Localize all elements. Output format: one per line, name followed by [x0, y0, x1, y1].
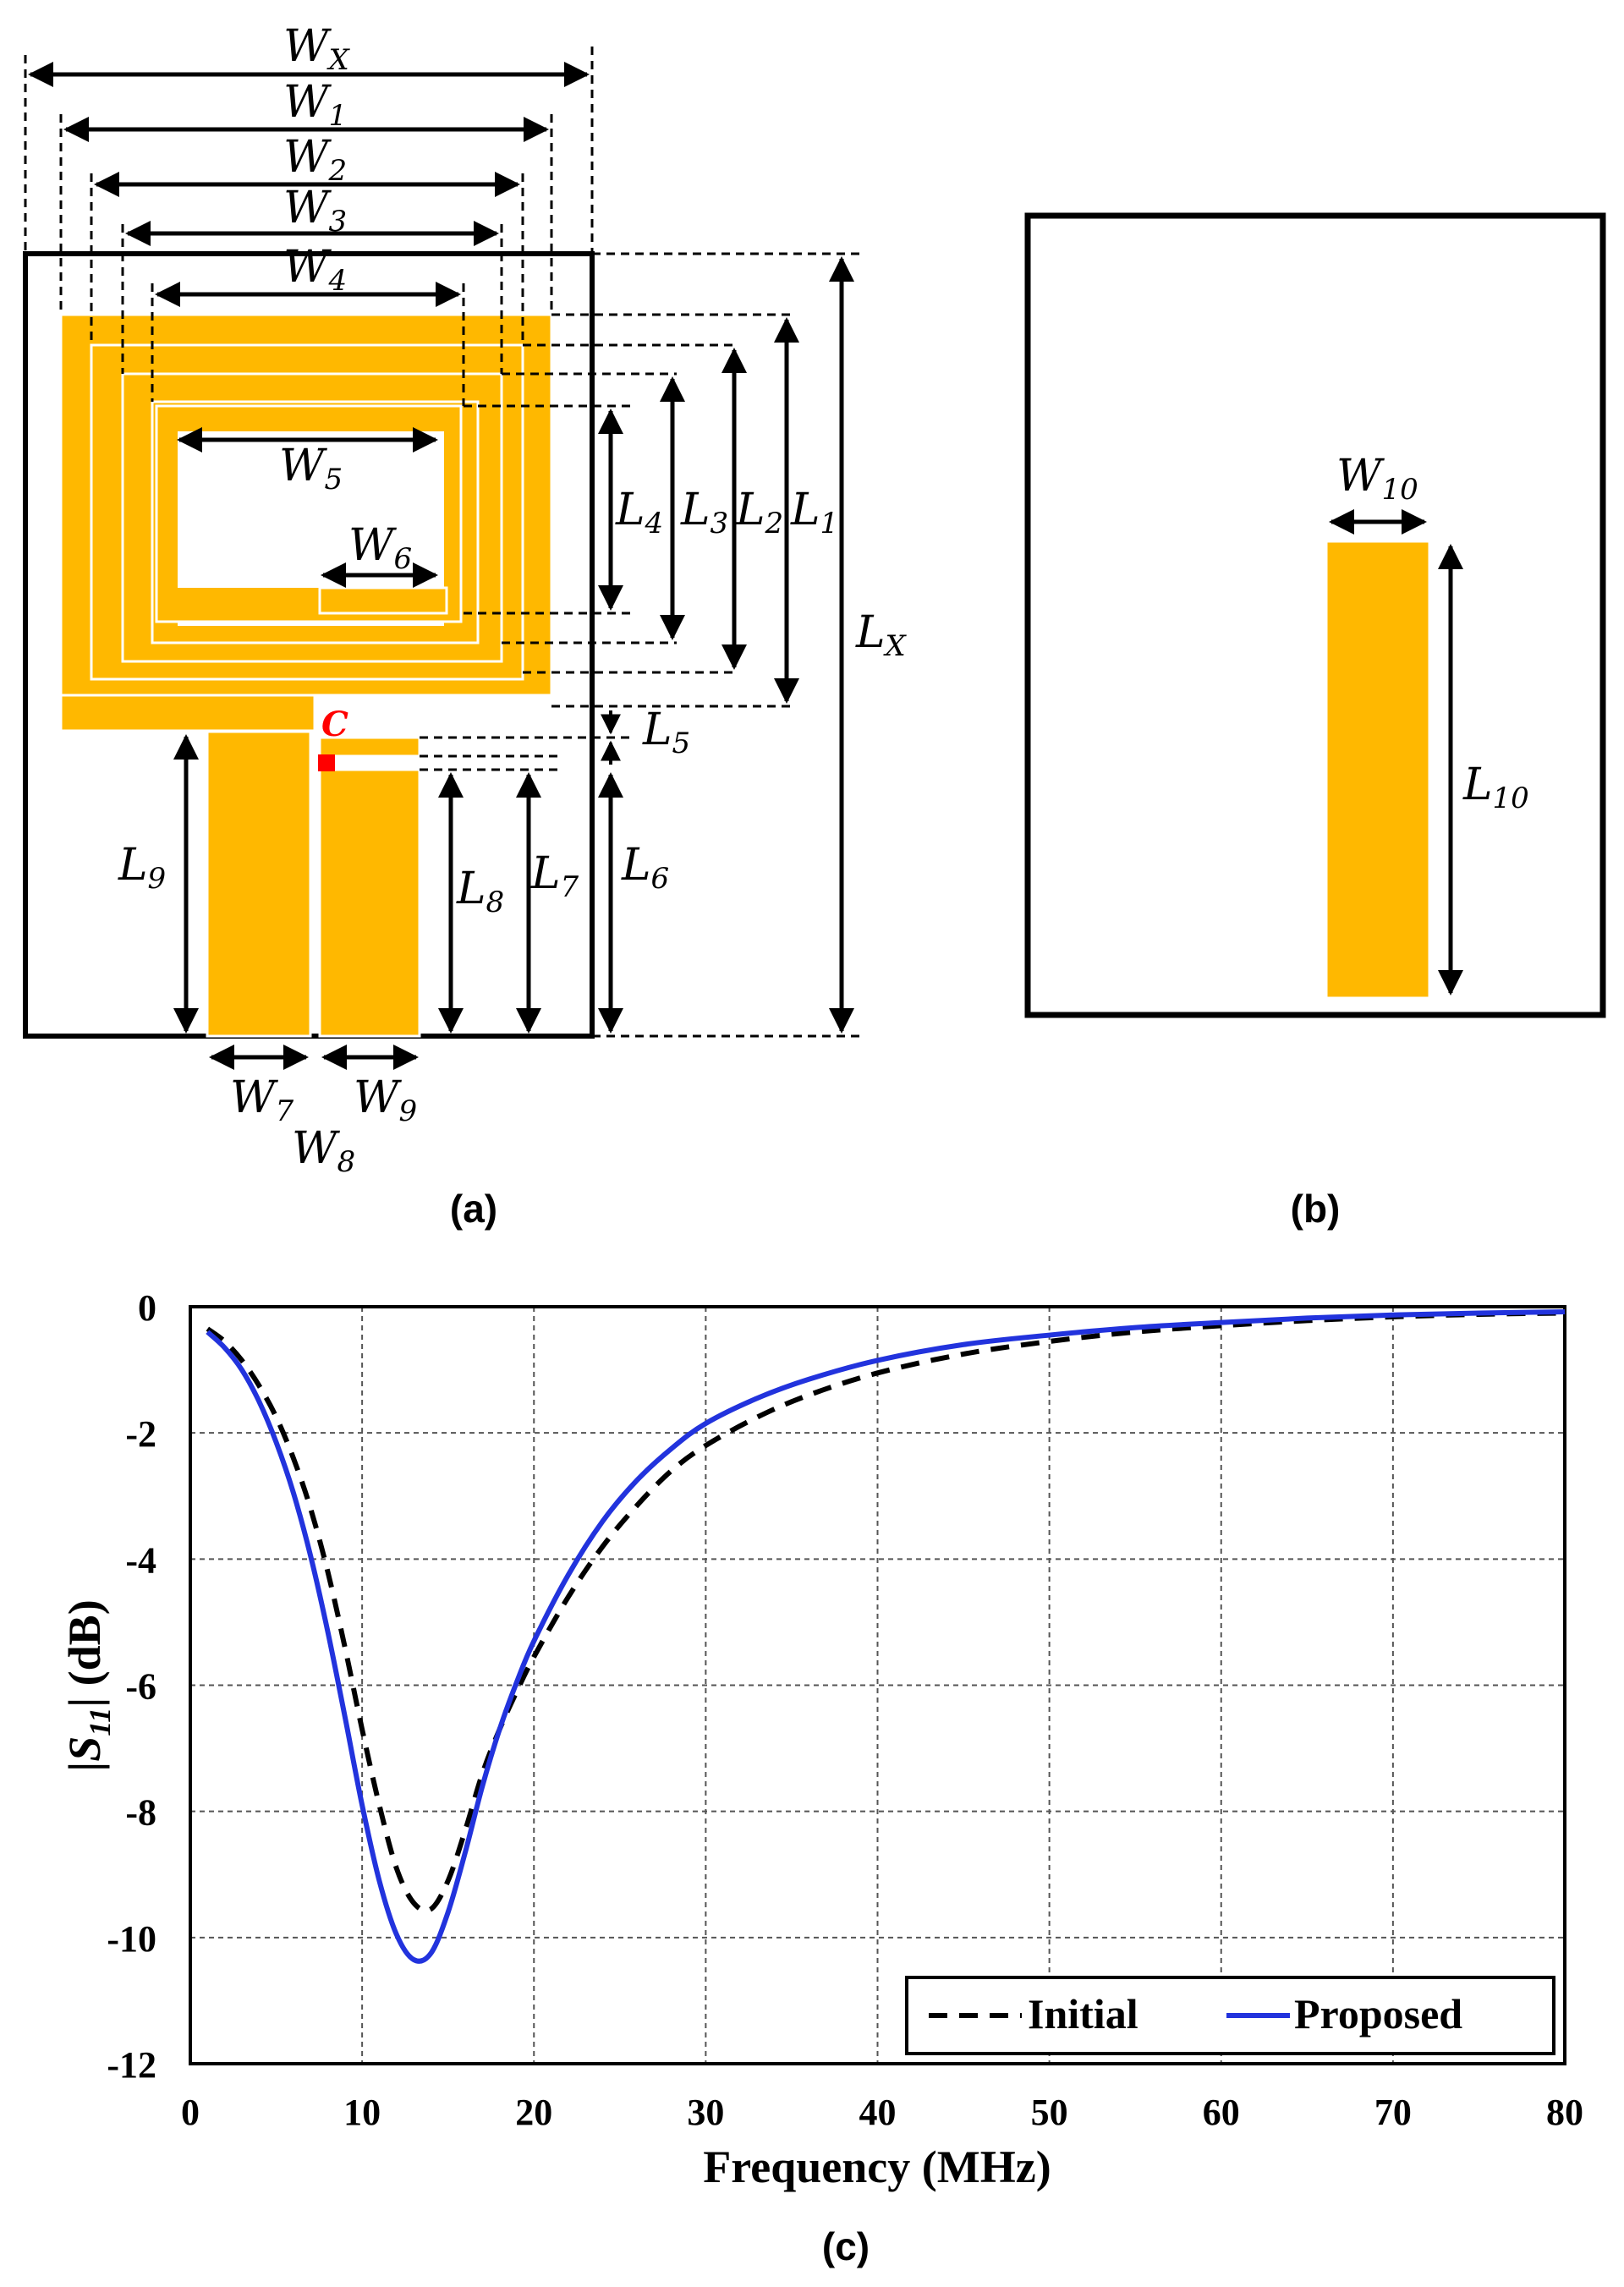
- label-l2: L2: [735, 485, 783, 540]
- y-tick-label: -12: [107, 2044, 156, 2086]
- legend-label-initial: Initial: [1028, 1990, 1138, 2037]
- chart-grid: [190, 1307, 1565, 2064]
- y-tick-label: 0: [138, 1287, 156, 1329]
- y-tick-label: -2: [125, 1413, 156, 1455]
- y-tick-labels: 0 -2 -4 -6 -8 -10 -12: [107, 1287, 156, 2086]
- x-tick-label: 10: [343, 2092, 381, 2133]
- series-lines: [206, 1308, 1566, 1964]
- width-dimension-arrows: [28, 62, 590, 1070]
- x-tick-label: 60: [1203, 2092, 1240, 2133]
- x-tick-label: 80: [1546, 2092, 1583, 2133]
- x-tick-label: 40: [859, 2092, 897, 2133]
- length-dimension-arrows: [173, 256, 854, 1034]
- x-axis-title: Frequency (MHz): [703, 2142, 1051, 2192]
- label-l7: L7: [530, 848, 579, 904]
- label-l4: L4: [615, 485, 663, 540]
- feed-label: C: [321, 705, 348, 744]
- label-w9: W9: [354, 1072, 417, 1128]
- panel-label-b: (b): [1291, 1187, 1341, 1231]
- x-tick-labels: 0 10 20 30 40 50 60 70 80: [181, 2092, 1583, 2133]
- series-line-initial: [206, 1310, 1566, 1914]
- label-w1: W1: [283, 77, 347, 133]
- legend: Initial Proposed: [905, 1976, 1555, 2055]
- label-l3: L3: [680, 485, 728, 540]
- x-tick-label: 0: [181, 2092, 200, 2133]
- x-tick-label: 50: [1031, 2092, 1068, 2133]
- legend-label-proposed: Proposed: [1294, 1990, 1462, 2037]
- label-w4: W4: [283, 242, 347, 298]
- feed-point: [318, 754, 335, 771]
- length-extension-lines: [420, 252, 863, 1038]
- label-w3: W3: [283, 183, 347, 239]
- label-w8: W8: [292, 1123, 355, 1179]
- width-labels: WX W1 W2 W3 W4 W5 W6 W7 W8 W9: [230, 21, 417, 1179]
- label-w5: W5: [279, 441, 343, 496]
- label-l5: L5: [642, 705, 690, 760]
- x-tick-label: 30: [687, 2092, 724, 2133]
- panel-label-a: (a): [450, 1187, 497, 1231]
- label-l9: L9: [118, 840, 166, 896]
- label-w7: W7: [230, 1072, 294, 1128]
- panel-c-chart: 0 -2 -4 -6 -8 -10 -12 0 10 20 30 40 50 60 70 80 Initia…: [59, 1287, 1583, 2268]
- label-w2: W2: [283, 132, 347, 188]
- width-extension-lines: [24, 47, 594, 406]
- panel-b: W10 L10 (b): [1024, 212, 1606, 1231]
- y-tick-label: -10: [107, 1918, 156, 1960]
- series-line-proposed: [206, 1308, 1566, 1964]
- panel-label-c: (c): [822, 2224, 870, 2268]
- label-l10: L10: [1462, 760, 1529, 815]
- label-l8: L8: [456, 864, 504, 919]
- label-w10: W10: [1336, 451, 1418, 507]
- ground-strip: [1325, 540, 1431, 1000]
- substrate-outline-b: [1024, 212, 1606, 1018]
- x-tick-label: 20: [515, 2092, 552, 2133]
- label-l1: L1: [790, 485, 838, 540]
- label-w6: W6: [348, 520, 412, 576]
- y-tick-label: -4: [125, 1539, 156, 1581]
- length-labels: LX L1 L2 L3 L4 L5 L6 L7 L8 L9: [118, 485, 908, 919]
- panel-a: C WX W1: [23, 21, 908, 1231]
- label-l6: L6: [621, 840, 669, 896]
- y-tick-label: -8: [125, 1792, 156, 1834]
- label-lx: LX: [855, 607, 908, 663]
- label-wx: WX: [283, 21, 350, 77]
- spiral-resonator: [59, 313, 553, 732]
- y-tick-label: -6: [125, 1666, 156, 1708]
- y-axis-title: |S11| (dB): [59, 1599, 117, 1771]
- feed-structure: [206, 730, 421, 1038]
- x-tick-label: 70: [1374, 2092, 1412, 2133]
- plot-frame: [189, 1305, 1566, 2065]
